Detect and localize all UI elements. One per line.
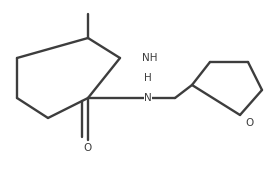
Text: O: O	[246, 118, 254, 128]
Text: O: O	[84, 143, 92, 153]
Text: NH: NH	[142, 53, 158, 63]
Text: N: N	[144, 93, 152, 103]
Text: H: H	[144, 73, 152, 83]
